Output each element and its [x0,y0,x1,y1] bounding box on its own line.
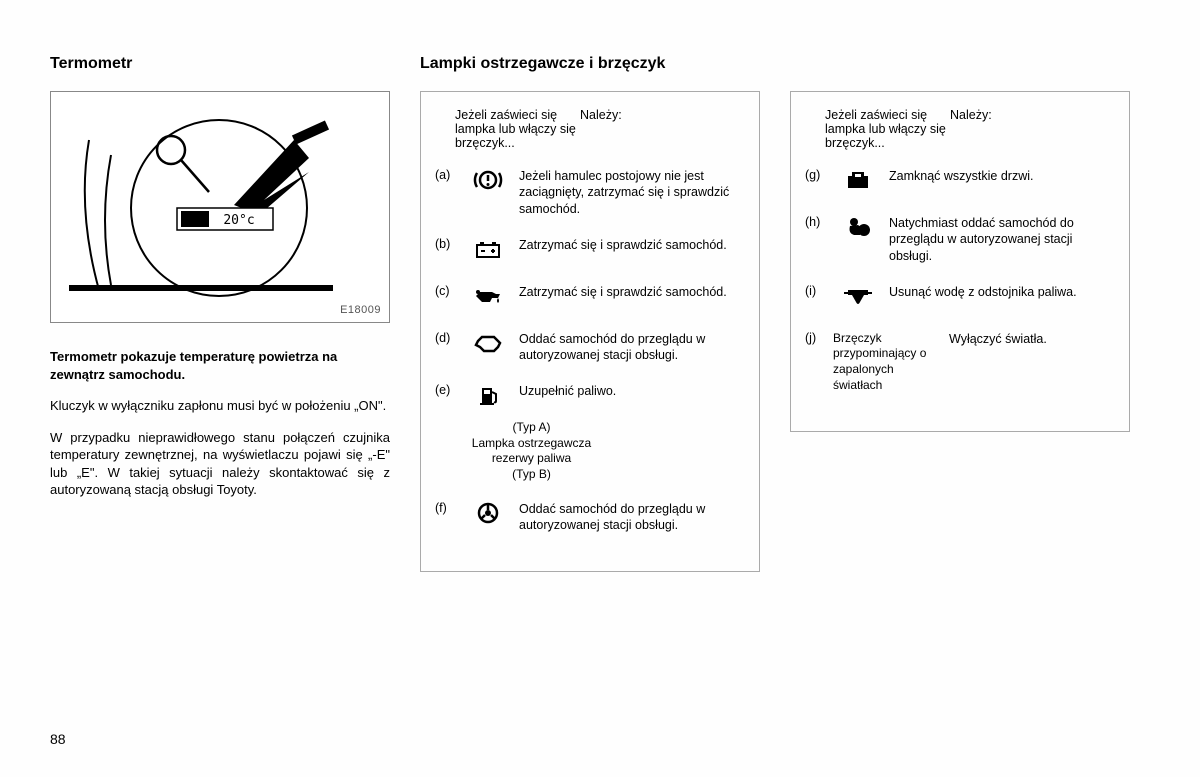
warning-lights-title: Lampki ostrzegawcze i brzęczyk [420,55,760,73]
row-description: Usunąć wodę z odstojnika paliwa. [883,284,1115,300]
door-icon [833,168,883,195]
row-description: Zamknąć wszystkie drzwi. [883,168,1115,184]
bold-description: Termometr pokazuje temperaturę powietrza… [50,348,390,383]
paragraph-2: W przypadku nieprawidłowego stanu połącz… [50,429,390,499]
row-letter: (c) [435,284,463,298]
warning-row: (b) Zatrzymać się i sprawdzić samochód. [435,237,745,264]
fuel-icon [463,383,513,410]
wheel-icon [463,501,513,528]
row-description: Jeżeli hamulec postojowy nie jest zaciąg… [513,168,745,217]
warning-row: (a) Jeżeli hamulec postojowy nie jest za… [435,168,745,217]
header-action: Należy: [580,108,745,150]
row-letter: (e) [435,383,463,397]
warning-row: (d) Oddać samochód do przeglądu w autory… [435,331,745,364]
box-header: Jeżeli zaświeci się lampka lub włączy si… [435,108,745,150]
row-letter: (i) [805,284,833,298]
header-action-2: Należy: [950,108,1115,150]
header-condition-2: Jeżeli zaświeci się lampka lub włączy si… [805,108,950,150]
row-description: Uzupełnić paliwo. [513,383,745,399]
warning-row: (h) Natychmiast oddać samochód do przegl… [805,215,1115,264]
row-description: Zatrzymać się i sprawdzić samochód. [513,284,745,300]
warning-box-1: Jeżeli zaświeci się lampka lub włączy si… [420,91,760,572]
page-number: 88 [50,731,66,747]
row-letter: (a) [435,168,463,182]
display-value: 20°c [223,213,254,228]
row-letter: (f) [435,501,463,515]
row-description: Wyłączyć światła. [943,331,1115,347]
water-icon [833,284,883,311]
row-letter: (h) [805,215,833,229]
paragraph-1: Kluczyk w wyłączniku zapłonu musi być w … [50,397,390,415]
row-description: Zatrzymać się i sprawdzić samochód. [513,237,745,253]
gauge-illustration: 20°c [59,100,359,300]
warning-row: (j) Brzęczyk przypominający o zapalonych… [805,331,1115,393]
oil-icon [463,284,513,311]
battery-icon [463,237,513,264]
row-letter: (d) [435,331,463,345]
brake-icon [463,168,513,195]
row-text-label: Brzęczyk przypominający o zapalonych świ… [833,331,943,393]
fuel-type-note: (Typ A)Lampka ostrzegawcza rezerwy paliw… [459,420,604,482]
warning-row: (g) Zamknąć wszystkie drzwi. [805,168,1115,195]
box-header-2: Jeżeli zaświeci się lampka lub włączy si… [805,108,1115,150]
row-letter: (b) [435,237,463,251]
thermometer-diagram: 20°c E18009 [50,91,390,323]
row-letter: (j) [805,331,833,345]
row-description: Oddać samochód do przeglądu w autoryzowa… [513,501,745,534]
row-letter: (g) [805,168,833,182]
srs-icon [833,215,883,242]
warning-row: (e) Uzupełnić paliwo. [435,383,745,410]
thermometer-title: Termometr [50,55,390,73]
warning-row: (i) Usunąć wodę z odstojnika paliwa. [805,284,1115,311]
header-condition: Jeżeli zaświeci się lampka lub włączy si… [435,108,580,150]
diagram-code: E18009 [59,304,381,316]
row-description: Natychmiast oddać samochód do przeglądu … [883,215,1115,264]
row-description: Oddać samochód do przeglądu w autoryzowa… [513,331,745,364]
warning-box-2: Jeżeli zaświeci się lampka lub włączy si… [790,91,1130,432]
engine-icon [463,331,513,358]
warning-row: (f) Oddać samochód do przeglądu w autory… [435,501,745,534]
warning-row: (c) Zatrzymać się i sprawdzić samochód. [435,284,745,311]
